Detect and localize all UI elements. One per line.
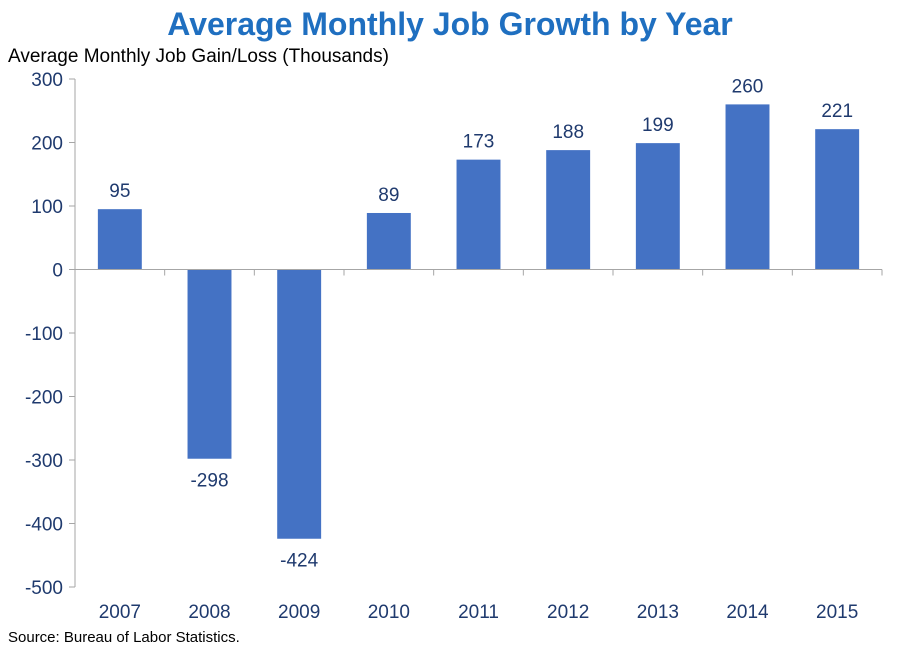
y-tick-label: -300 — [25, 451, 63, 472]
x-tick-label: 2010 — [368, 602, 410, 623]
data-label-2010: 89 — [378, 185, 399, 206]
data-label-2011: 173 — [463, 132, 495, 153]
bar-2012 — [546, 150, 591, 270]
y-tick-label: -200 — [25, 388, 63, 409]
bar-2015 — [815, 129, 860, 270]
bar-2009 — [277, 269, 322, 539]
bar-2008 — [187, 269, 232, 459]
x-tick-label: 2012 — [547, 602, 589, 623]
data-label-2007: 95 — [109, 181, 130, 202]
x-tick-label: 2008 — [188, 602, 230, 623]
y-tick-label: 0 — [52, 261, 63, 282]
bar-2013 — [635, 143, 680, 270]
data-label-2009: -424 — [280, 551, 318, 572]
bar-2007 — [97, 209, 142, 270]
bar-2014 — [725, 104, 770, 270]
x-tick-label: 2014 — [726, 602, 769, 623]
data-label-2014: 260 — [732, 76, 764, 97]
y-tick-label: -100 — [25, 324, 63, 345]
bar-2010 — [366, 212, 411, 270]
y-tick-label: -500 — [25, 578, 63, 599]
y-tick-label: 300 — [31, 70, 63, 91]
source-note: Source: Bureau of Labor Statistics. — [8, 629, 240, 646]
data-label-2008: -298 — [190, 471, 228, 492]
x-tick-label: 2015 — [816, 602, 858, 623]
bar-2011 — [456, 159, 501, 270]
y-tick-label: -400 — [25, 515, 63, 536]
y-axis-label: Average Monthly Job Gain/Loss (Thousands… — [8, 46, 389, 67]
x-tick-label: 2009 — [278, 602, 320, 623]
x-tick-label: 2007 — [99, 602, 141, 623]
data-label-2015: 221 — [821, 101, 853, 122]
data-label-2013: 199 — [642, 115, 674, 136]
y-tick-label: 100 — [31, 197, 63, 218]
x-tick-label: 2011 — [458, 602, 499, 623]
plot-area: 300 200 100 0 -100 -200 -300 -400 -500 95 -298 -424… — [25, 70, 883, 623]
chart-title: Average Monthly Job Growth by Year — [167, 6, 732, 42]
x-tick-label: 2013 — [637, 602, 679, 623]
data-label-2012: 188 — [552, 122, 584, 143]
y-tick-label: 200 — [31, 134, 63, 155]
